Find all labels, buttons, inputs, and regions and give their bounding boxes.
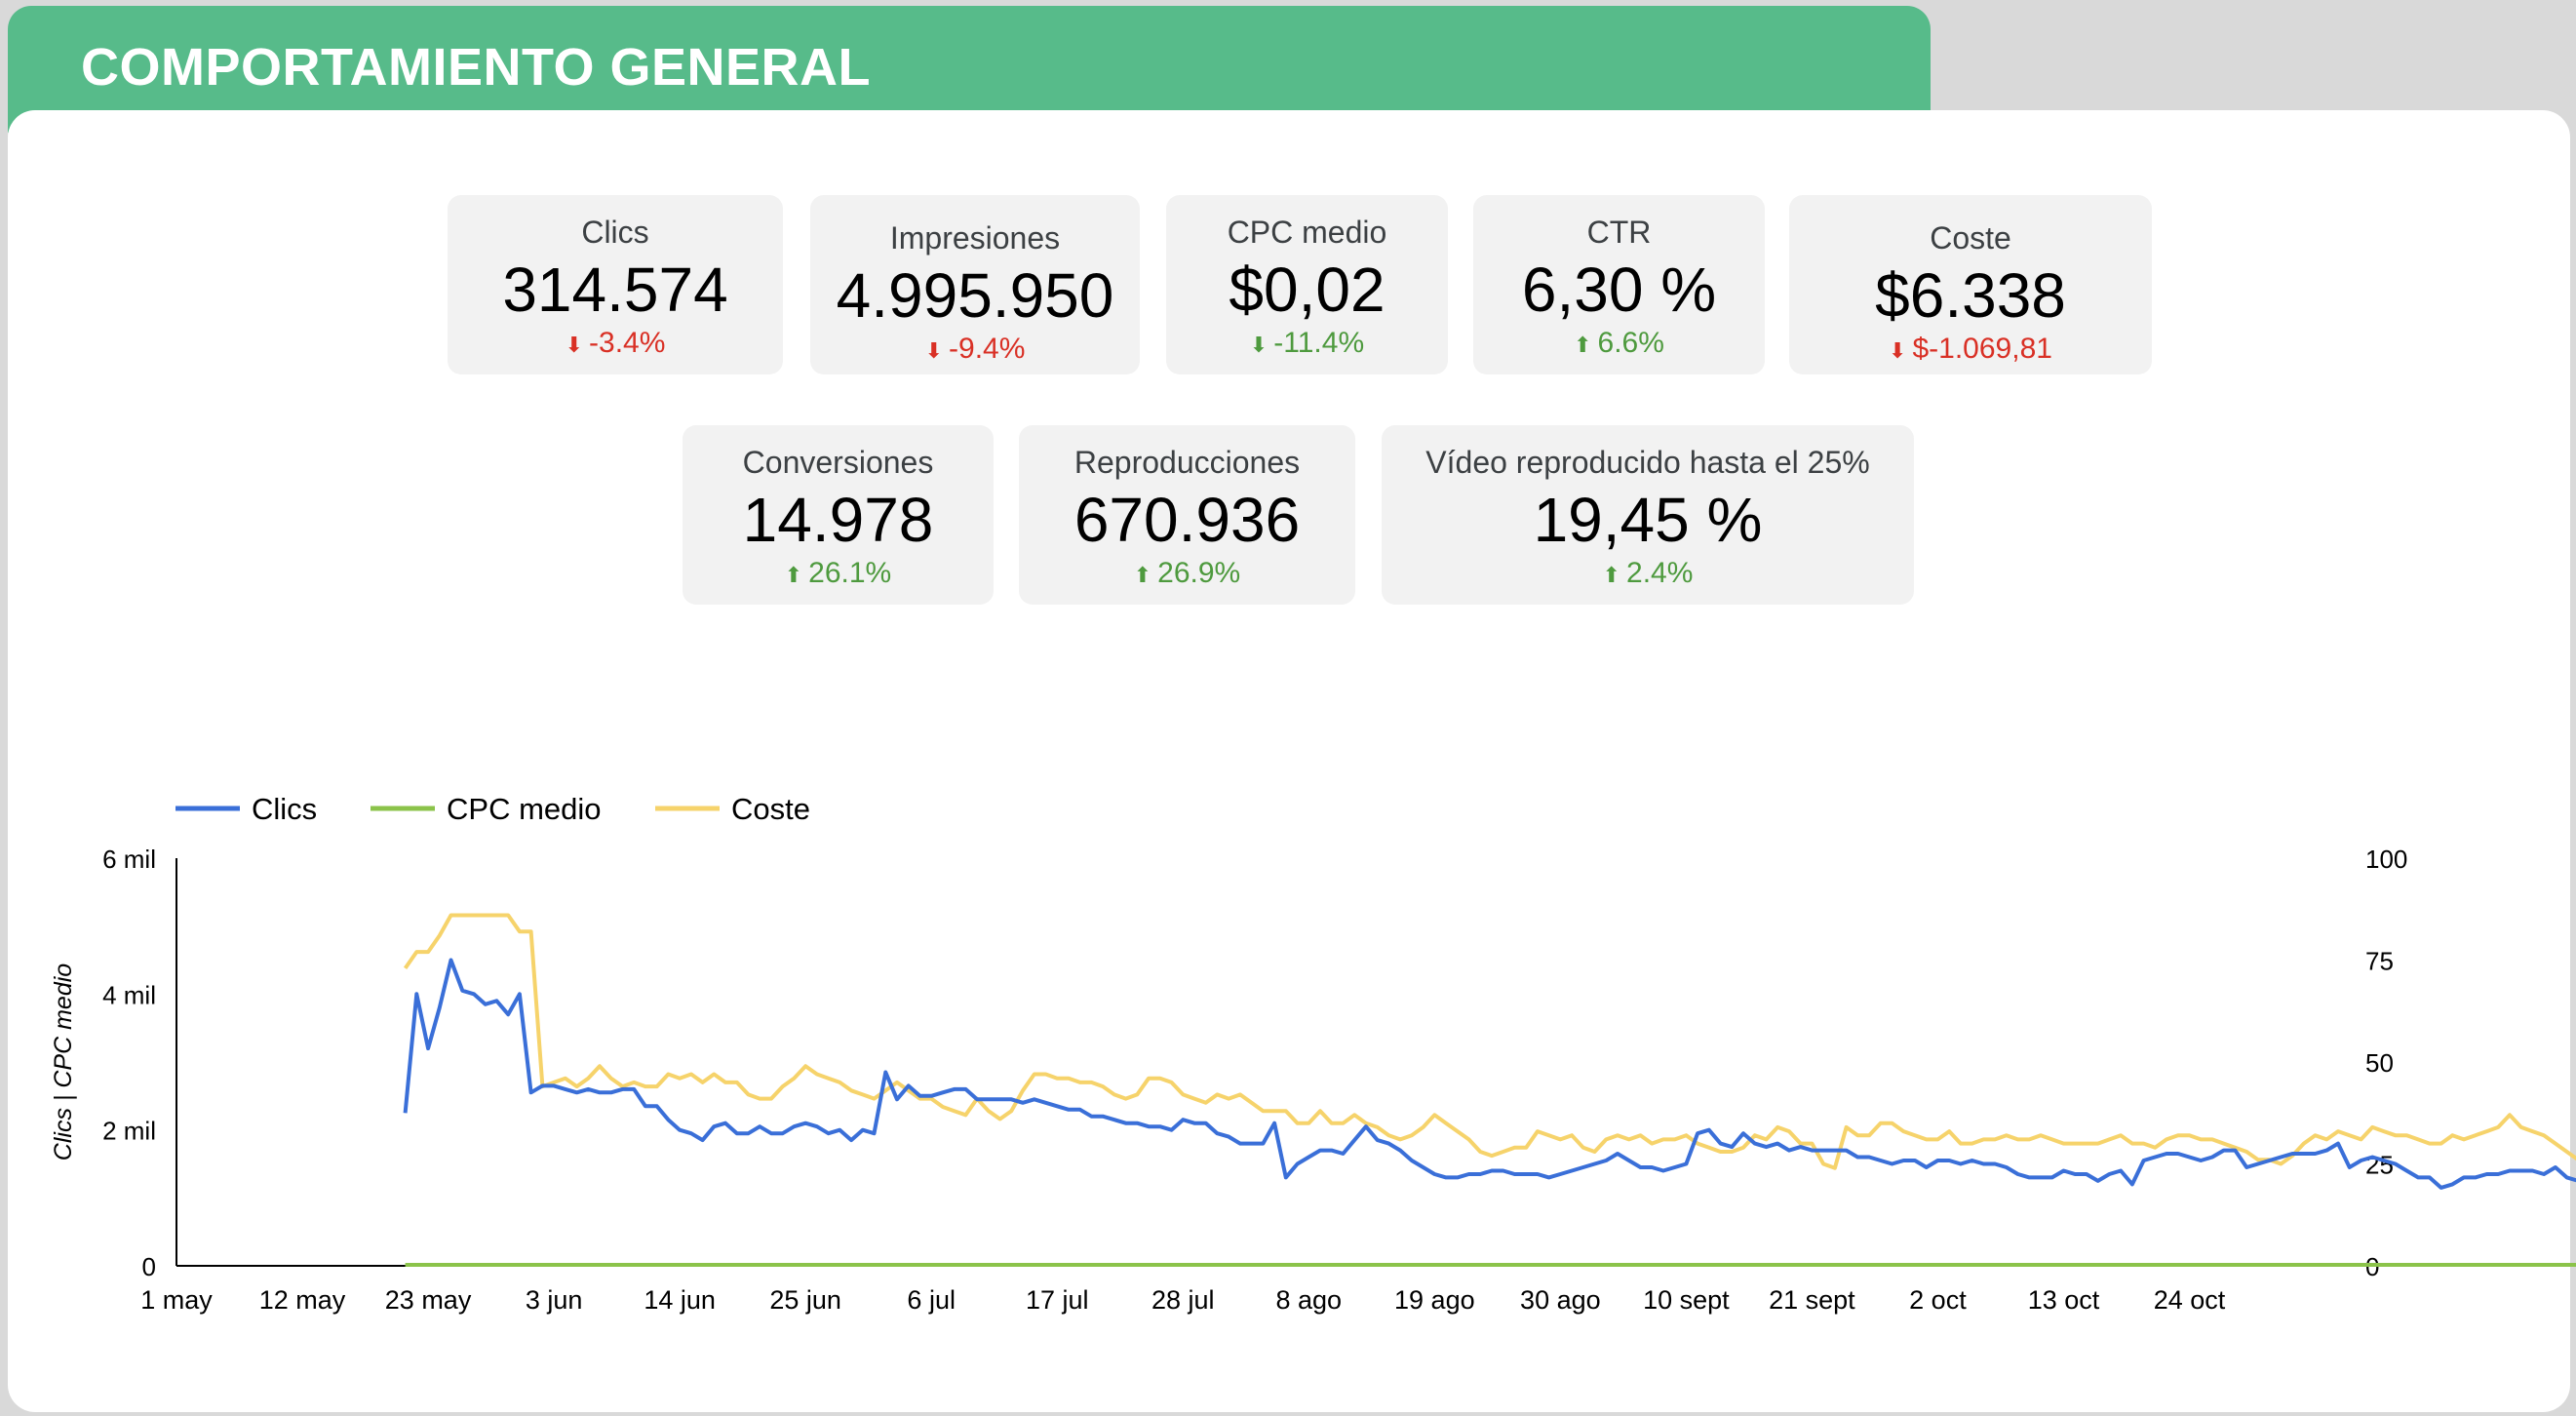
arrow-down-icon: ⬇ — [1249, 333, 1268, 357]
kpi-delta-value: $-1.069,81 — [1912, 333, 2052, 365]
kpi-delta: ⬆ 26.1% — [683, 557, 994, 590]
kpi-delta: ⬇ -11.4% — [1166, 327, 1448, 360]
kpi-value: 670.936 — [1073, 485, 1301, 555]
kpi-label: Impresiones — [889, 220, 1061, 256]
kpi-delta: ⬆ 2.4% — [1382, 557, 1914, 590]
kpi-value: 4.995.950 — [836, 260, 1114, 331]
arrow-down-icon: ⬇ — [1889, 338, 1907, 363]
kpi-delta: ⬆ 26.9% — [1019, 557, 1355, 590]
kpi-value: $0,02 — [1229, 255, 1386, 325]
kpi-card-coste: Coste $6.338 ⬇ $-1.069,81 — [1789, 195, 2152, 374]
kpi-delta-value: -11.4% — [1273, 327, 1365, 359]
arrow-up-icon: ⬆ — [1574, 333, 1592, 357]
page-title: COMPORTAMIENTO GENERAL — [81, 38, 872, 97]
kpi-delta: ⬇ -9.4% — [810, 333, 1140, 366]
kpi-card-clics: Clics 314.574 ⬇ -3.4% — [448, 195, 783, 374]
kpi-card-reproducciones: Reproducciones 670.936 ⬆ 26.9% — [1019, 425, 1355, 605]
kpi-card-cpc-medio: CPC medio $0,02 ⬇ -11.4% — [1166, 195, 1448, 374]
kpi-label: Coste — [1930, 220, 2011, 256]
arrow-up-icon: ⬆ — [1133, 563, 1152, 587]
arrow-up-icon: ⬆ — [784, 563, 803, 587]
kpi-delta-value: 26.9% — [1157, 557, 1241, 589]
kpi-delta-value: 6.6% — [1597, 327, 1664, 359]
kpi-delta-value: -3.4% — [589, 327, 666, 359]
kpi-label: CTR — [1586, 215, 1652, 250]
kpi-card-ctr: CTR 6,30 % ⬆ 6.6% — [1473, 195, 1765, 374]
kpi-label: CPC medio — [1227, 215, 1387, 250]
arrow-up-icon: ⬆ — [1602, 563, 1621, 587]
kpi-delta-value: -9.4% — [949, 333, 1026, 365]
kpi-label: Clics — [581, 215, 649, 250]
kpi-delta-value: 2.4% — [1626, 557, 1694, 589]
kpi-card-video-25: Vídeo reproducido hasta el 25% 19,45 % ⬆… — [1382, 425, 1914, 605]
arrow-down-icon: ⬇ — [565, 333, 584, 357]
kpi-value: 19,45 % — [1533, 485, 1763, 555]
kpi-label: Vídeo reproducido hasta el 25% — [1425, 445, 1870, 480]
arrow-down-icon: ⬇ — [924, 338, 944, 363]
kpi-delta-value: 26.1% — [808, 557, 892, 589]
kpi-value: 6,30 % — [1521, 255, 1717, 325]
kpi-delta: ⬆ 6.6% — [1473, 327, 1765, 360]
kpi-value: 14.978 — [742, 485, 934, 555]
kpi-value: $6.338 — [1875, 260, 2066, 331]
kpi-delta: ⬇ $-1.069,81 — [1789, 333, 2152, 366]
kpi-card-conversiones: Conversiones 14.978 ⬆ 26.1% — [683, 425, 994, 605]
kpi-delta: ⬇ -3.4% — [448, 327, 783, 360]
kpi-label: Conversiones — [742, 445, 934, 480]
kpi-card-impresiones: Impresiones 4.995.950 ⬇ -9.4% — [810, 195, 1140, 374]
kpi-value: 314.574 — [502, 255, 728, 325]
kpi-label: Reproducciones — [1073, 445, 1301, 480]
